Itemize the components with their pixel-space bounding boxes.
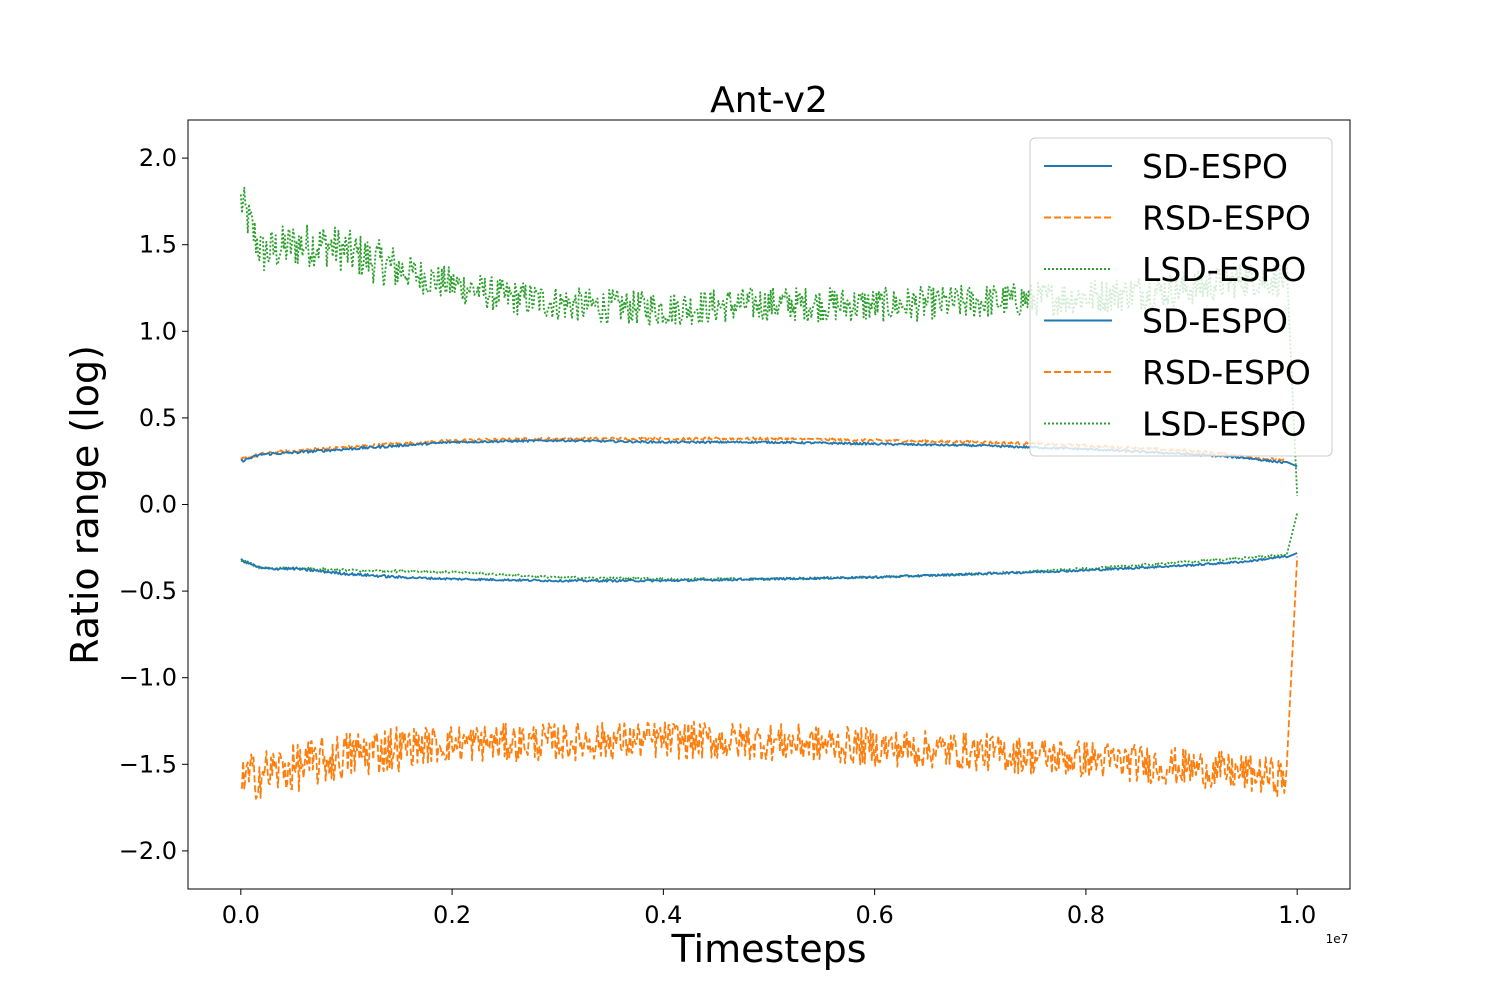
y-tick-label: −1.0 [119,664,177,692]
x-tick-label: 0.8 [1067,901,1105,929]
y-tick-label: 1.5 [139,231,177,259]
y-tick-label: −1.5 [119,750,177,778]
y-axis-label: Ratio range (log) [63,345,107,665]
x-axis-label: Timesteps [671,927,867,971]
y-tick-label: 1.0 [139,317,177,345]
chart-title: Ant-v2 [710,80,828,121]
series-line-sd-espo-lower [240,552,1298,583]
x-tick-label: 1.0 [1278,901,1316,929]
x-axis-ticks: 0.0 0.2 0.4 0.6 0.8 1.0 [222,889,1316,929]
y-tick-label: 2.0 [139,144,177,172]
x-tick-label: 0.2 [433,901,471,929]
y-tick-label: −0.5 [119,577,177,605]
x-tick-label: 0.0 [222,901,260,929]
legend-label: RSD-ESPO [1142,199,1311,238]
y-tick-label: 0.5 [139,404,177,432]
series-line-lsd-espo-lower [240,512,1299,581]
legend-label: SD-ESPO [1142,302,1288,341]
y-tick-label: 0.0 [139,491,177,519]
legend-label: LSD-ESPO [1142,250,1306,289]
legend-label: SD-ESPO [1142,147,1288,186]
x-axis-offset-label: 1e7 [1326,932,1349,946]
y-axis-ticks: 2.0 1.5 1.0 0.5 0.0 −0.5 −1.0 −1.5 −2.0 [119,144,188,865]
legend: SD-ESPO RSD-ESPO LSD-ESPO SD-ESPO RSD-ESPO LS… [1029,137,1333,457]
x-tick-label: 0.6 [856,901,894,929]
legend-label: RSD-ESPO [1142,353,1311,392]
series-line-rsd-espo-lower [240,556,1299,800]
legend-label: LSD-ESPO [1142,405,1306,444]
x-tick-label: 0.4 [644,901,682,929]
y-tick-label: −2.0 [119,837,177,865]
